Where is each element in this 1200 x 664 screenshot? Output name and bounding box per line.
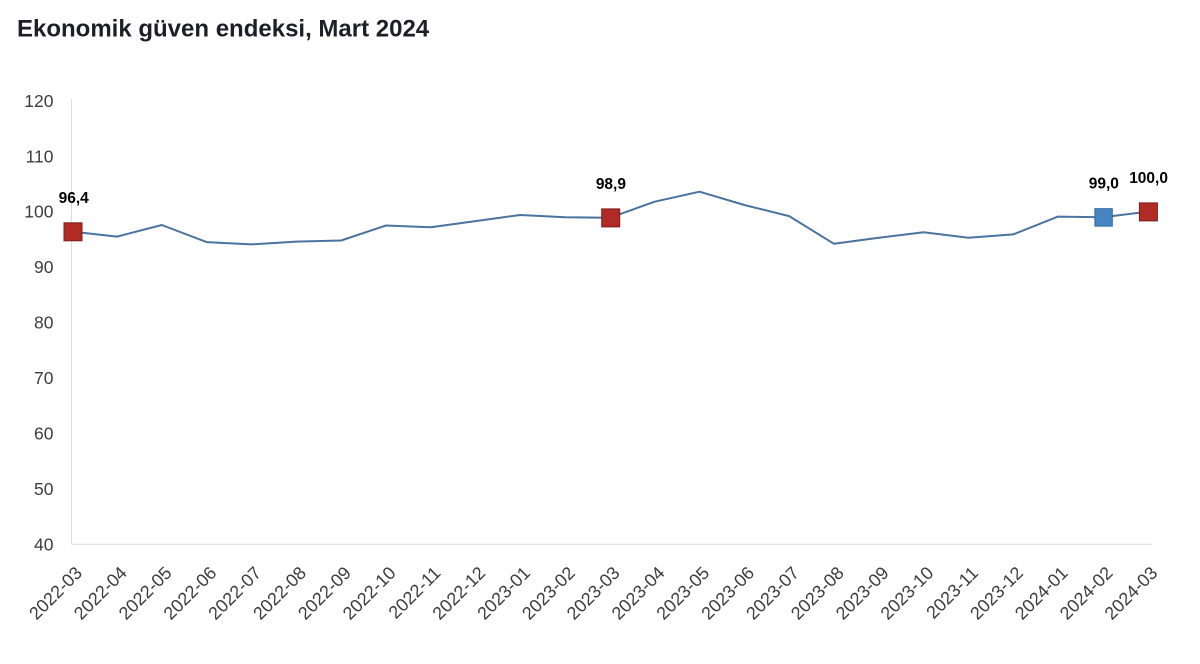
svg-text:96,4: 96,4 [59, 190, 90, 207]
svg-text:99,0: 99,0 [1089, 176, 1119, 193]
svg-text:98,9: 98,9 [596, 176, 627, 193]
svg-text:50: 50 [34, 479, 54, 499]
svg-text:110: 110 [26, 146, 54, 166]
svg-text:80: 80 [34, 313, 54, 333]
svg-text:70: 70 [34, 368, 54, 388]
svg-text:Ekonomik güven endeksi, Mart 2: Ekonomik güven endeksi, Mart 2024 [17, 16, 430, 43]
svg-text:60: 60 [34, 424, 54, 444]
svg-text:120: 120 [24, 91, 53, 111]
svg-text:90: 90 [34, 257, 54, 277]
svg-text:40: 40 [34, 534, 54, 554]
svg-text:100: 100 [24, 202, 53, 222]
svg-text:100,0: 100,0 [1129, 170, 1168, 187]
